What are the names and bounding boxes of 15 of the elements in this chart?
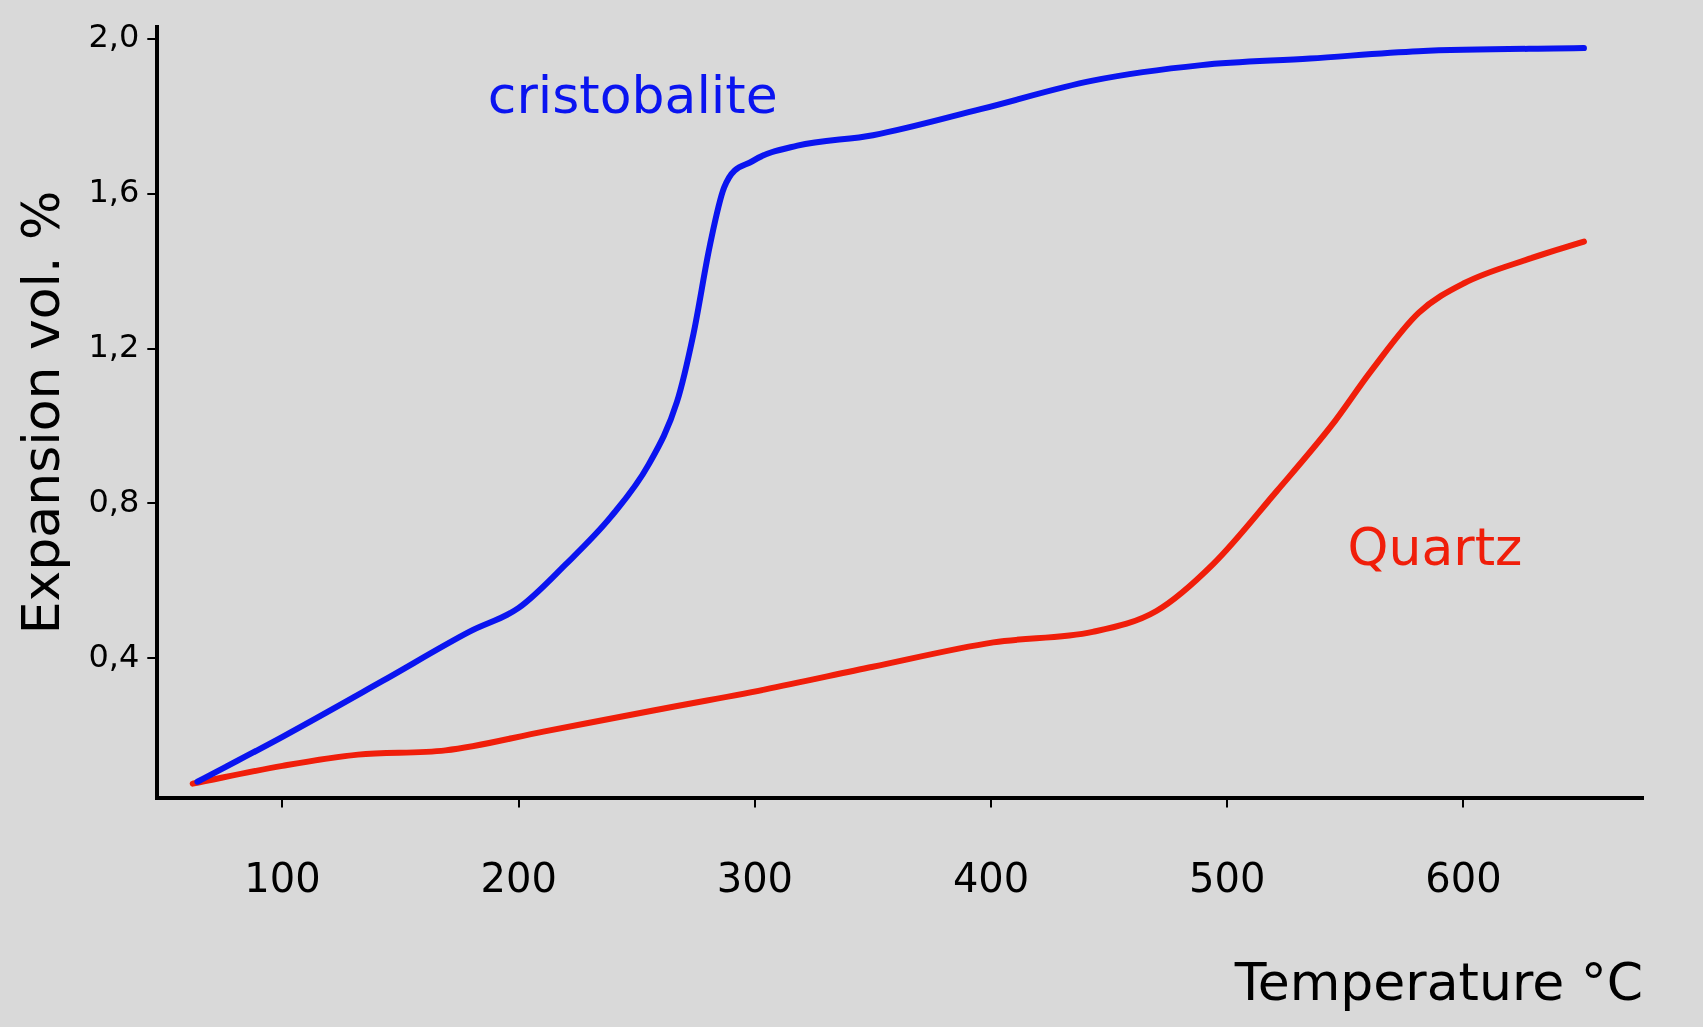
y-tick-label: 1,6 <box>88 171 140 210</box>
x-tick-label: 200 <box>480 854 557 901</box>
y-axis-title: Expansion vol. % <box>10 190 71 635</box>
series-label: cristobalite <box>487 64 778 125</box>
y-tick-label: 2,0 <box>88 17 140 56</box>
series-label: Quartz <box>1347 516 1523 577</box>
y-tick-label: 0,4 <box>88 636 140 675</box>
x-tick-label: 300 <box>716 854 794 901</box>
x-tick-label: 400 <box>952 854 1030 901</box>
y-tick-label: 0,8 <box>88 481 140 520</box>
x-axis-title: Temperature °C <box>1233 952 1643 1013</box>
x-tick-label: 500 <box>1189 854 1266 901</box>
y-tick-label: 1,2 <box>88 326 140 365</box>
x-tick-label: 100 <box>244 854 321 901</box>
x-tick-label: 600 <box>1425 854 1502 901</box>
